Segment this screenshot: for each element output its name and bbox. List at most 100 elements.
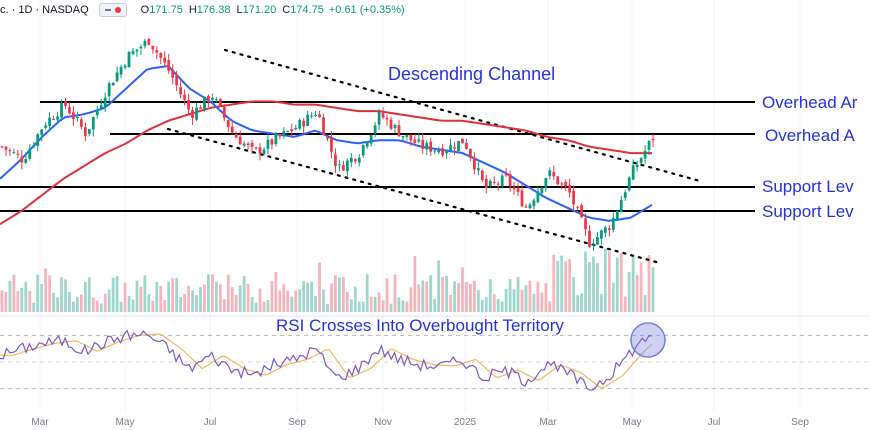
candle-body — [576, 206, 579, 208]
volume-bar — [377, 292, 381, 312]
candle-body — [214, 99, 218, 101]
candle-body — [294, 127, 298, 130]
candle-body — [290, 128, 294, 132]
volume-bar — [496, 299, 500, 312]
volume-bar — [314, 295, 317, 312]
volume-bar — [95, 300, 99, 312]
candle-body — [349, 157, 353, 163]
volume-bar — [548, 301, 552, 312]
candle-body — [246, 143, 250, 146]
volume-bar — [480, 299, 484, 312]
volume-bar — [16, 291, 20, 312]
rsi-annotation-label: RSI Crosses Into Overbought Territory — [276, 316, 564, 335]
volume-bar — [127, 296, 131, 312]
candle-body — [647, 140, 651, 150]
candle-body — [230, 126, 234, 133]
candle-body — [76, 116, 79, 118]
candle-body — [64, 101, 67, 107]
candle-body — [409, 134, 413, 141]
volume-bar — [338, 277, 341, 312]
volume-bar — [584, 251, 587, 312]
volume-bar — [68, 291, 71, 312]
candle-body — [322, 117, 325, 135]
volume-bar — [278, 290, 282, 312]
volume-bar — [262, 301, 266, 312]
volume-bar — [258, 288, 262, 312]
visibility-toggle-icon[interactable] — [98, 3, 127, 17]
channel-lower-line — [166, 127, 662, 265]
volume-bar — [306, 282, 310, 312]
volume-bar — [79, 294, 83, 312]
candle-body — [568, 185, 572, 193]
candle-body — [159, 53, 163, 58]
candle-body — [79, 119, 83, 127]
candle-body — [179, 87, 183, 95]
candle-body — [357, 157, 361, 163]
candle-body — [143, 40, 147, 47]
volume-bar — [24, 281, 28, 312]
candle-body — [500, 175, 504, 187]
volume-bar — [453, 281, 456, 312]
candle-body — [330, 137, 333, 152]
candle-body — [68, 107, 71, 114]
candle-body — [353, 159, 357, 162]
candle-body — [60, 102, 63, 118]
volume-bar — [266, 300, 270, 312]
candle-body — [250, 142, 254, 147]
candle-body — [210, 97, 214, 100]
volume-bar — [183, 293, 186, 312]
x-tick-label: Sep — [288, 417, 306, 428]
volume-bar — [250, 296, 254, 312]
candle-body — [48, 117, 52, 126]
descending-channel — [166, 48, 702, 265]
volume-bar — [52, 292, 55, 312]
volume-bar — [246, 283, 250, 312]
volume-bar — [365, 274, 369, 312]
x-tick-label: Mar — [539, 417, 557, 428]
volume-bar — [461, 267, 464, 312]
candle-body — [580, 205, 583, 218]
candle-body — [36, 134, 40, 146]
volume-bar — [409, 287, 413, 312]
candle-body — [651, 138, 655, 141]
candle-body — [155, 50, 159, 53]
volume-bar — [488, 279, 492, 312]
candle-body — [52, 118, 55, 120]
volume-bar — [171, 278, 175, 312]
candle-body — [195, 107, 198, 120]
candle-body — [111, 82, 115, 86]
volume-bar — [8, 280, 12, 312]
volume-bar — [623, 296, 627, 312]
candle-body — [584, 218, 587, 230]
close-value: 174.75 — [290, 4, 324, 16]
volume-bar — [28, 291, 32, 312]
volume-bar — [600, 293, 603, 312]
candle-body — [127, 52, 131, 68]
candle-body — [99, 105, 103, 109]
candle-body — [600, 230, 603, 239]
volume-bar — [417, 284, 421, 312]
volume-bar — [389, 303, 393, 312]
volume-bar — [353, 286, 357, 312]
candle-body — [306, 114, 310, 126]
volume-bar — [433, 299, 437, 312]
candle-body — [560, 183, 564, 185]
candle-body — [564, 181, 568, 187]
volume-bars — [0, 248, 655, 312]
volume-bar — [155, 282, 159, 312]
candle-body — [151, 45, 155, 50]
volume-bar — [472, 280, 476, 312]
volume-bar — [381, 300, 385, 312]
overhead-area-label-1: Overhead Ar — [762, 93, 858, 112]
candle-body — [345, 160, 349, 172]
x-tick-label: Jul — [204, 417, 217, 428]
volume-bar — [294, 290, 298, 312]
volume-bar — [492, 294, 496, 312]
candle-body — [401, 136, 405, 138]
candle-body — [532, 200, 536, 207]
candle-body — [540, 187, 544, 194]
volume-bar — [238, 285, 242, 312]
candle-body — [607, 228, 611, 230]
volume-bar — [151, 300, 155, 312]
x-tick-label: 2025 — [454, 417, 477, 428]
